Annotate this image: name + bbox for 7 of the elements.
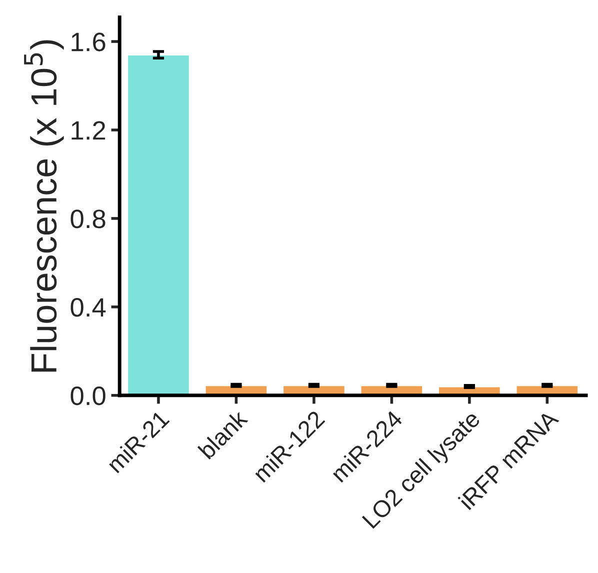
- y-axis-title: Fluorescence (x 10$^{5}$): [24, 40, 64, 372]
- y-tick-label: 0.0: [70, 386, 106, 406]
- bar: [126, 54, 190, 396]
- y-tick-label: 0.8: [70, 210, 106, 228]
- y-tick-label: 1.6: [72, 32, 106, 52]
- y-tick-label: 0.4: [70, 298, 106, 317]
- y-tick-label: 1.2: [72, 121, 106, 140]
